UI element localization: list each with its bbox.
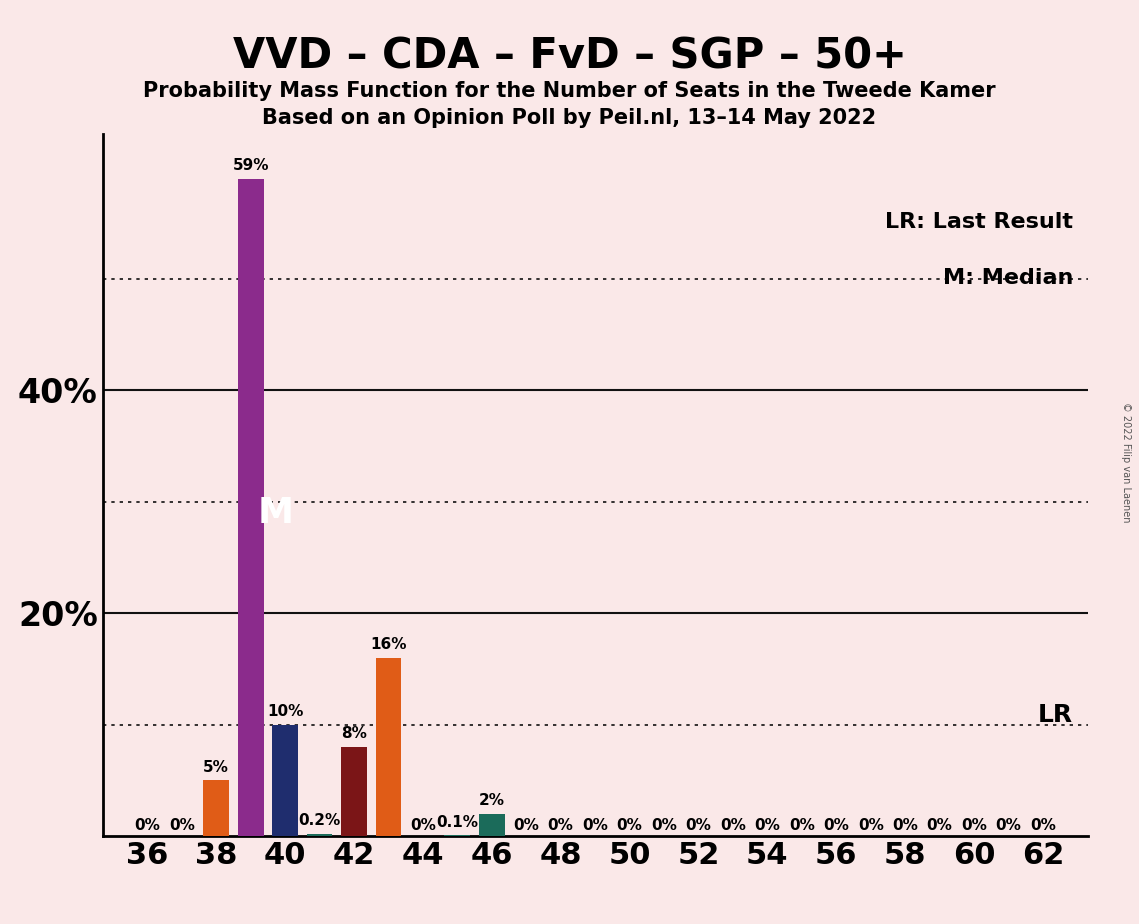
Text: M: Median: M: Median: [943, 268, 1073, 288]
Text: 0%: 0%: [410, 818, 436, 833]
Text: 0%: 0%: [961, 818, 988, 833]
Text: 0%: 0%: [858, 818, 884, 833]
Bar: [203, 781, 229, 836]
Text: 0%: 0%: [652, 818, 677, 833]
Bar: [478, 814, 505, 836]
Bar: [444, 835, 470, 836]
Text: 0%: 0%: [582, 818, 608, 833]
Text: 0%: 0%: [789, 818, 814, 833]
Text: 0%: 0%: [616, 818, 642, 833]
Text: 0%: 0%: [823, 818, 850, 833]
Text: 0%: 0%: [686, 818, 712, 833]
Bar: [341, 747, 367, 836]
Text: 16%: 16%: [370, 638, 407, 652]
Text: 0.1%: 0.1%: [436, 815, 478, 830]
Text: 0%: 0%: [169, 818, 195, 833]
Text: 0.2%: 0.2%: [298, 813, 341, 829]
Text: Probability Mass Function for the Number of Seats in the Tweede Kamer: Probability Mass Function for the Number…: [144, 81, 995, 102]
Text: 8%: 8%: [341, 726, 367, 741]
Text: 0%: 0%: [1030, 818, 1056, 833]
Text: 0%: 0%: [548, 818, 574, 833]
Text: 0%: 0%: [514, 818, 539, 833]
Text: VVD – CDA – FvD – SGP – 50+: VVD – CDA – FvD – SGP – 50+: [232, 35, 907, 77]
Text: LR: Last Result: LR: Last Result: [885, 212, 1073, 232]
Text: 0%: 0%: [754, 818, 780, 833]
Text: 0%: 0%: [720, 818, 746, 833]
Bar: [376, 658, 401, 836]
Bar: [238, 178, 263, 836]
Bar: [272, 724, 298, 836]
Text: 5%: 5%: [203, 760, 229, 775]
Bar: [306, 834, 333, 836]
Text: 59%: 59%: [232, 158, 269, 173]
Text: 0%: 0%: [892, 818, 918, 833]
Text: 0%: 0%: [134, 818, 161, 833]
Text: 10%: 10%: [267, 704, 303, 719]
Text: 0%: 0%: [995, 818, 1022, 833]
Text: LR: LR: [1038, 703, 1073, 727]
Text: 0%: 0%: [927, 818, 952, 833]
Text: 2%: 2%: [478, 794, 505, 808]
Text: M: M: [257, 496, 294, 530]
Text: Based on an Opinion Poll by Peil.nl, 13–14 May 2022: Based on an Opinion Poll by Peil.nl, 13–…: [262, 108, 877, 128]
Text: © 2022 Filip van Laenen: © 2022 Filip van Laenen: [1121, 402, 1131, 522]
